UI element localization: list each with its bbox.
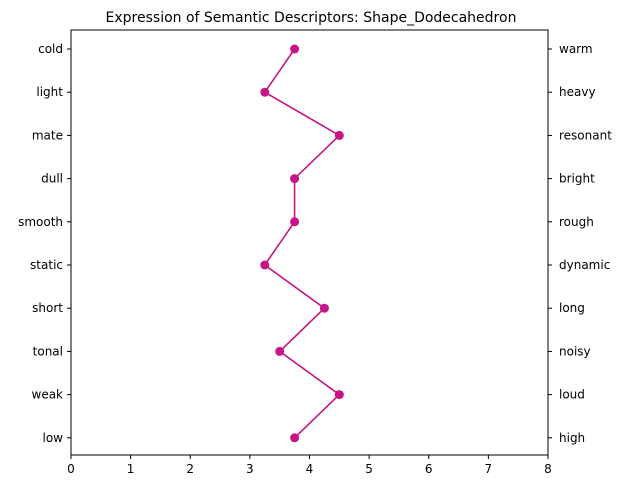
data-point xyxy=(290,217,300,227)
right-descriptor-label: dynamic xyxy=(559,258,610,272)
series-line-group xyxy=(260,44,344,443)
right-y-axis: warm heavy resonant bright rough dynamic long n… xyxy=(548,42,612,445)
data-point xyxy=(290,174,300,184)
x-tick-label: 3 xyxy=(246,462,254,476)
x-tick-label: 5 xyxy=(365,462,373,476)
right-descriptor-label: heavy xyxy=(559,85,596,99)
right-descriptor-label: noisy xyxy=(559,344,591,358)
right-descriptor-label: resonant xyxy=(559,128,612,142)
left-descriptor-label: static xyxy=(30,258,63,272)
left-descriptor-label: mate xyxy=(32,128,63,142)
left-descriptor-label: dull xyxy=(41,172,63,186)
data-point xyxy=(260,260,270,270)
x-tick-label: 1 xyxy=(127,462,135,476)
left-descriptor-label: light xyxy=(36,85,63,99)
series-line xyxy=(263,48,341,439)
x-tick-label: 0 xyxy=(67,462,75,476)
left-descriptor-label: smooth xyxy=(18,215,63,229)
left-descriptor-label: low xyxy=(43,431,64,445)
right-descriptor-label: warm xyxy=(559,42,593,56)
right-descriptor-label: loud xyxy=(559,388,585,402)
x-axis: 0 1 2 3 4 5 6 7 8 xyxy=(67,455,552,476)
data-point xyxy=(334,390,344,400)
data-point xyxy=(275,346,285,356)
data-point xyxy=(334,130,344,140)
data-point xyxy=(319,303,329,313)
data-point xyxy=(290,44,300,54)
left-descriptor-label: cold xyxy=(38,42,63,56)
left-descriptor-label: weak xyxy=(32,388,64,402)
right-descriptor-label: long xyxy=(559,301,585,315)
right-descriptor-label: high xyxy=(559,431,585,445)
left-descriptor-label: tonal xyxy=(33,344,63,358)
data-point xyxy=(290,433,300,443)
right-descriptor-label: rough xyxy=(559,215,594,229)
data-point xyxy=(260,87,270,97)
x-tick-label: 2 xyxy=(186,462,194,476)
chart-title: Expression of Semantic Descriptors: Shap… xyxy=(106,10,517,26)
x-tick-label: 4 xyxy=(306,462,314,476)
x-tick-label: 8 xyxy=(544,462,552,476)
x-tick-label: 6 xyxy=(425,462,433,476)
left-y-axis: cold light mate dull smooth static short tonal w… xyxy=(18,42,71,445)
plot-area xyxy=(70,29,549,456)
right-descriptor-label: bright xyxy=(559,172,595,186)
x-tick-label: 7 xyxy=(485,462,493,476)
left-descriptor-label: short xyxy=(32,301,63,315)
